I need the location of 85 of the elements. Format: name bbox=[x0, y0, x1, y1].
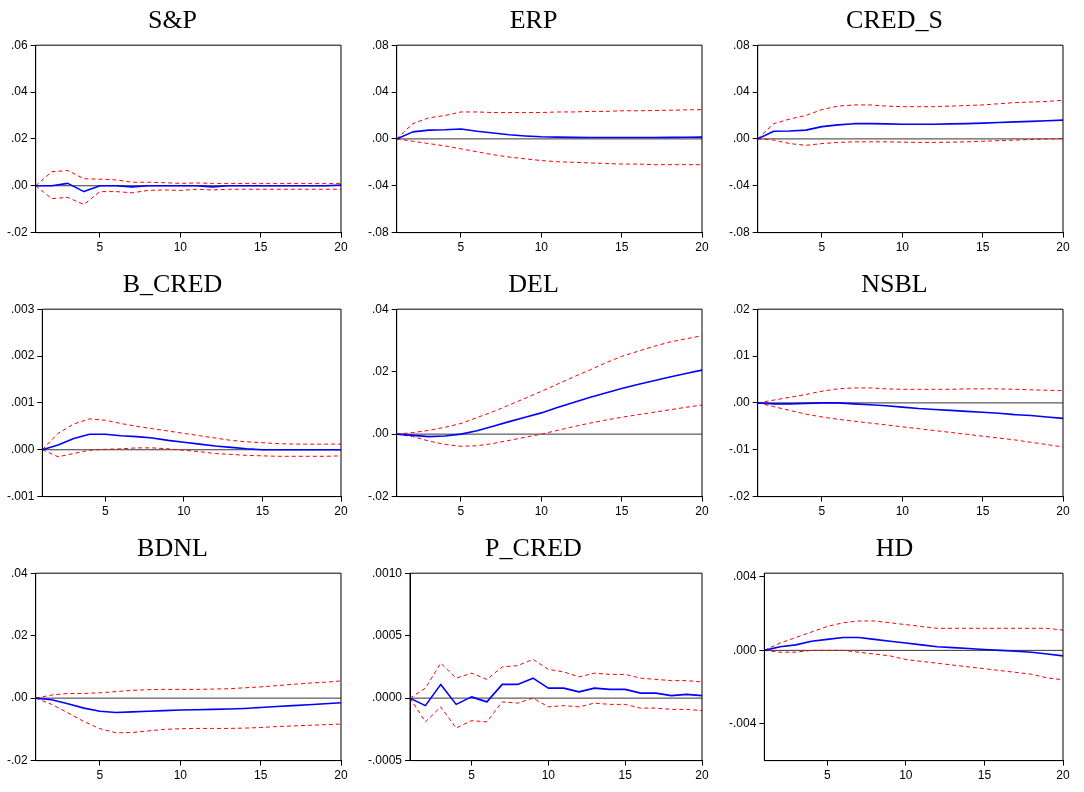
x-tick-label: 10 bbox=[534, 504, 549, 519]
y-tick-label: .02 bbox=[10, 131, 28, 146]
x-tick-label: 20 bbox=[1056, 504, 1070, 519]
x-tick-label: 5 bbox=[96, 240, 104, 255]
y-tick-label: -.01 bbox=[728, 442, 750, 457]
x-tick-label: 15 bbox=[975, 504, 990, 519]
y-tick-label: .00 bbox=[732, 395, 750, 410]
y-tick-label: .002 bbox=[10, 348, 35, 363]
x-tick-label: 15 bbox=[255, 504, 270, 519]
chart-title: BDNL bbox=[137, 533, 208, 563]
x-tick-label: 20 bbox=[695, 504, 709, 519]
y-tick-label: -.08 bbox=[367, 224, 389, 239]
x-tick-label: 20 bbox=[695, 240, 709, 255]
chart-title: HD bbox=[875, 533, 914, 563]
y-tick-label: -.001 bbox=[6, 488, 35, 503]
x-tick-label: 5 bbox=[818, 504, 826, 519]
y-tick-label: .00 bbox=[371, 131, 389, 146]
y-tick-label: .000 bbox=[10, 442, 35, 457]
x-tick-label: 15 bbox=[614, 240, 629, 255]
y-tick-label: .04 bbox=[371, 301, 389, 316]
y-tick-label: -.04 bbox=[728, 178, 750, 193]
y-tick-label: .00 bbox=[732, 131, 750, 146]
y-tick-label: .02 bbox=[371, 363, 389, 378]
y-tick-label: .04 bbox=[732, 84, 750, 99]
x-tick-label: 5 bbox=[823, 768, 831, 783]
y-tick-label: .04 bbox=[371, 84, 389, 99]
x-tick-label: 5 bbox=[818, 240, 826, 255]
y-tick-label: .00 bbox=[10, 178, 28, 193]
x-tick-label: 5 bbox=[457, 240, 465, 255]
x-tick-label: 15 bbox=[253, 240, 268, 255]
y-tick-label: .00 bbox=[371, 426, 389, 441]
y-tick-label: .000 bbox=[732, 642, 757, 657]
x-tick-label: 5 bbox=[468, 768, 476, 783]
y-tick-label: .001 bbox=[10, 395, 35, 410]
x-tick-label: 15 bbox=[975, 240, 990, 255]
y-tick-label: .00 bbox=[10, 690, 28, 705]
y-tick-label: .003 bbox=[10, 301, 35, 316]
chart-title: NSBL bbox=[861, 269, 928, 299]
chart-title: DEL bbox=[508, 269, 559, 299]
chart-title: S&P bbox=[147, 5, 198, 35]
y-tick-label: .0005 bbox=[371, 627, 403, 642]
y-tick-label: .04 bbox=[10, 84, 28, 99]
y-tick-label: -.02 bbox=[367, 488, 389, 503]
x-tick-label: 20 bbox=[695, 768, 709, 783]
y-tick-label: -.04 bbox=[367, 178, 389, 193]
chart-title: ERP bbox=[509, 5, 558, 35]
y-tick-label: .02 bbox=[732, 301, 750, 316]
y-tick-label: .02 bbox=[10, 627, 28, 642]
y-tick-label: .04 bbox=[10, 565, 28, 580]
y-tick-label: -.02 bbox=[6, 752, 28, 767]
x-tick-label: 10 bbox=[541, 768, 556, 783]
y-tick-label: -.004 bbox=[728, 716, 757, 731]
x-tick-label: 10 bbox=[177, 504, 191, 519]
x-tick-label: 5 bbox=[457, 504, 465, 519]
x-tick-label: 5 bbox=[101, 504, 109, 519]
y-tick-label: .08 bbox=[732, 37, 750, 52]
y-tick-label: .01 bbox=[732, 348, 750, 363]
x-tick-label: 15 bbox=[614, 504, 629, 519]
x-tick-label: 20 bbox=[1056, 240, 1070, 255]
x-tick-label: 10 bbox=[899, 768, 913, 783]
x-tick-label: 10 bbox=[173, 240, 188, 255]
y-tick-label: -.0005 bbox=[367, 752, 403, 767]
y-tick-label: .0000 bbox=[371, 690, 403, 705]
chart-title: CRED_S bbox=[846, 5, 943, 35]
x-tick-label: 5 bbox=[96, 768, 104, 783]
y-tick-label: .0010 bbox=[371, 565, 403, 580]
x-tick-label: 20 bbox=[334, 504, 348, 519]
y-tick-label: .08 bbox=[371, 37, 389, 52]
x-tick-label: 20 bbox=[334, 768, 348, 783]
x-tick-label: 10 bbox=[895, 504, 910, 519]
x-tick-label: 20 bbox=[1056, 768, 1070, 783]
y-tick-label: -.02 bbox=[6, 224, 28, 239]
chart-title: B_CRED bbox=[122, 269, 223, 299]
x-tick-label: 10 bbox=[534, 240, 549, 255]
y-tick-label: -.08 bbox=[728, 224, 750, 239]
x-tick-label: 15 bbox=[977, 768, 992, 783]
x-tick-label: 10 bbox=[895, 240, 910, 255]
x-tick-label: 20 bbox=[334, 240, 348, 255]
y-tick-label: .06 bbox=[10, 37, 28, 52]
chart-title: P_CRED bbox=[485, 533, 582, 563]
x-tick-label: 15 bbox=[618, 768, 633, 783]
y-tick-label: .004 bbox=[732, 569, 757, 584]
x-tick-label: 15 bbox=[253, 768, 268, 783]
x-tick-label: 10 bbox=[173, 768, 188, 783]
y-tick-label: -.02 bbox=[728, 488, 750, 503]
